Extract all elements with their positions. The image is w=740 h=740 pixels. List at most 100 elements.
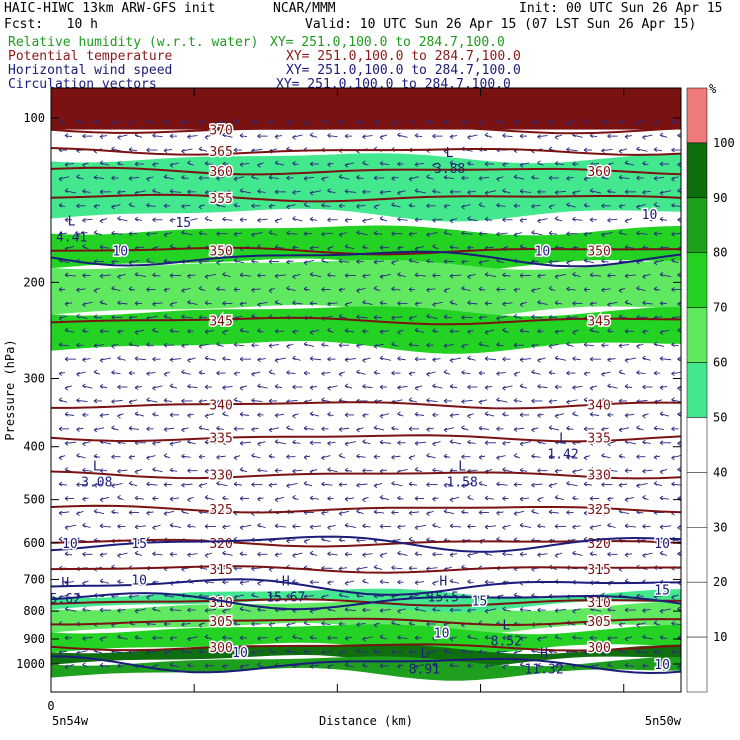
wind-vector — [519, 330, 530, 333]
wind-vector — [216, 149, 228, 152]
wind-vector — [268, 595, 280, 598]
wind-vector-head — [117, 663, 121, 669]
wind-vector-head — [408, 426, 413, 432]
wind-vector-head — [548, 370, 553, 375]
wind-vector-head — [379, 300, 384, 306]
wind-vector-head — [391, 315, 395, 321]
wind-vector-head — [414, 525, 419, 530]
extremum-value: 15.5 — [428, 590, 459, 605]
wind-vector-head — [548, 509, 553, 515]
wind-vector — [309, 636, 318, 639]
wind-vector-head — [152, 162, 156, 167]
wind-vector-head — [636, 425, 640, 431]
wind-vector-head — [64, 327, 69, 333]
wind-vector — [216, 120, 226, 124]
wind-vector — [618, 176, 630, 179]
wind-vector-head — [513, 119, 518, 124]
theta-label: 365 — [209, 145, 232, 160]
wind-vector-head — [537, 189, 541, 195]
wind-vector — [601, 149, 613, 152]
wind-vector — [397, 134, 408, 138]
wind-vector-head — [362, 468, 366, 474]
wind-vector-head — [519, 551, 524, 557]
wind-vector-head — [268, 622, 273, 627]
wind-vector-head — [391, 341, 395, 347]
wind-vector-head — [222, 469, 226, 475]
wind-vector — [169, 469, 178, 472]
wind-vector — [443, 316, 453, 319]
wind-vector-head — [502, 551, 506, 557]
wind-vector-head — [327, 217, 331, 223]
wind-vector-head — [268, 593, 273, 598]
wind-contour-label: 15 — [472, 594, 488, 609]
wind-vector-head — [163, 342, 168, 348]
wind-vector — [391, 120, 401, 124]
wind-vector-head — [624, 523, 629, 529]
wind-vector-head — [309, 190, 314, 196]
wind-vector — [134, 525, 147, 528]
wind-vector-head — [257, 328, 261, 334]
wind-vector-head — [362, 552, 366, 558]
wind-vector-head — [443, 259, 448, 264]
wind-vector-head — [327, 385, 331, 391]
wind-vector — [181, 176, 189, 179]
wind-vector — [432, 385, 443, 389]
wind-vector-head — [531, 398, 535, 404]
wind-vector — [76, 650, 88, 654]
wind-vector — [548, 399, 558, 403]
wind-vector-head — [128, 147, 133, 152]
wind-vector-head — [677, 525, 681, 530]
wind-vector-head — [233, 594, 238, 600]
wind-vector — [391, 399, 403, 403]
wind-vector — [659, 385, 668, 389]
wind-vector-head — [601, 342, 605, 348]
wind-vector — [169, 441, 182, 445]
wind-vector — [519, 441, 532, 445]
wind-vector-head — [239, 441, 244, 446]
wind-vector — [344, 497, 355, 500]
wind-vector-head — [257, 133, 261, 139]
wind-vector-head — [572, 469, 576, 475]
wind-vector — [548, 260, 560, 263]
wind-vector — [344, 636, 353, 639]
wind-vector — [554, 162, 565, 166]
wind-vector — [572, 552, 583, 556]
wind-vector-head — [671, 257, 675, 263]
wind-vector-head — [257, 441, 261, 447]
wind-vector — [566, 316, 578, 319]
wind-vector-head — [327, 411, 331, 417]
wind-vector — [379, 302, 388, 305]
wind-vector-head — [292, 384, 296, 390]
wind-vector-head — [251, 427, 255, 432]
wind-vector — [309, 385, 318, 389]
wind-vector-head — [607, 188, 611, 194]
wind-vector — [251, 650, 263, 654]
wind-vector-head — [467, 190, 471, 195]
wind-vector — [589, 135, 598, 138]
wind-vector-head — [531, 508, 535, 514]
wind-vector-head — [134, 469, 139, 475]
wind-vector — [338, 176, 350, 180]
wind-vector-head — [537, 413, 541, 418]
wind-vector-head — [461, 204, 465, 210]
wind-vector — [618, 316, 628, 319]
rh-band-upper-3 — [51, 306, 681, 354]
wind-vector-head — [502, 188, 506, 194]
wind-vector-head — [443, 427, 448, 433]
wind-vector-head — [618, 288, 623, 294]
wind-vector — [642, 134, 653, 138]
wind-vector-head — [397, 411, 401, 417]
wind-vector-head — [58, 397, 63, 403]
wind-vector — [677, 303, 681, 305]
wind-vector-head — [601, 397, 605, 403]
field-wind-xy: XY= 251.0,100.0 to 284.7,100.0 — [286, 63, 521, 78]
plot-frame — [50, 87, 682, 693]
wind-vector-head — [531, 204, 535, 209]
init-time: Init: 00 UTC Sun 26 Apr 15 — [519, 1, 723, 16]
y-tick-label: 700 — [23, 572, 45, 586]
wind-vector — [443, 176, 455, 179]
wind-vector-head — [659, 495, 664, 501]
wind-vector-head — [268, 482, 273, 488]
wind-vector — [321, 120, 331, 124]
wind-vector — [344, 524, 357, 529]
